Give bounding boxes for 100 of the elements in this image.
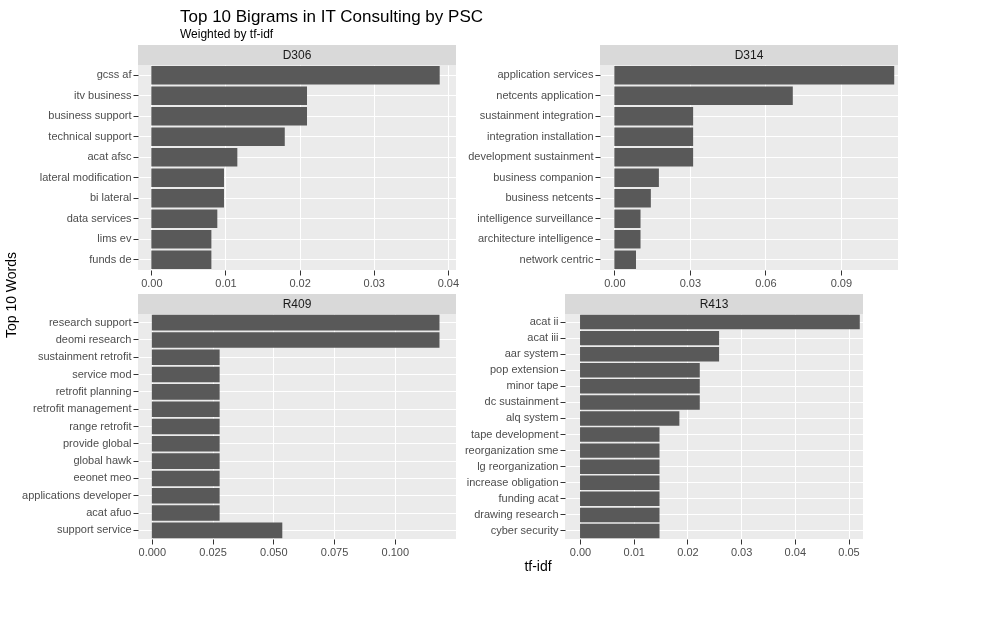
y-tick-label: lims ev xyxy=(97,232,132,245)
y-tick-label: acat iii xyxy=(527,331,559,344)
x-axis-title: tf-idf xyxy=(524,558,552,574)
y-tick-label: retrofit planning xyxy=(55,384,132,397)
y-tick-label: netcents application xyxy=(496,88,594,101)
chart-title: D314 xyxy=(734,48,764,62)
bar xyxy=(614,250,636,269)
y-tick-label: service mod xyxy=(72,367,132,380)
y-tick-label: gcss af xyxy=(96,68,133,81)
y-tick-label: lg reorganization xyxy=(477,459,559,472)
y-tick-label: acat afsc xyxy=(87,150,132,163)
y-tick-label: range retrofit xyxy=(69,419,132,432)
chart-title: R413 xyxy=(699,297,729,311)
bar xyxy=(614,189,651,208)
y-tick-label: tape development xyxy=(471,427,559,440)
y-tick-label: lateral modification xyxy=(39,170,132,183)
x-tick-label: 0.03 xyxy=(730,545,753,558)
bar xyxy=(614,127,694,146)
x-tick-label: 0.100 xyxy=(381,545,410,558)
bar xyxy=(614,168,659,187)
bar xyxy=(580,491,660,507)
y-tick-label: drawing research xyxy=(474,507,559,520)
y-tick-label: network centric xyxy=(519,252,594,265)
y-tick-label: global hawk xyxy=(73,454,132,467)
y-tick-label: business companion xyxy=(493,170,594,183)
x-tick-label: 0.000 xyxy=(138,545,167,558)
bar xyxy=(151,418,220,435)
bar xyxy=(151,470,220,487)
x-tick-label: 0.06 xyxy=(755,276,777,289)
bar xyxy=(614,230,641,249)
bar xyxy=(580,475,660,490)
y-tick-label: applications developer xyxy=(22,488,132,501)
y-tick-label: sustainment integration xyxy=(479,109,594,122)
bar xyxy=(151,189,224,208)
y-tick-label: cyber security xyxy=(490,523,559,536)
x-tick-label: 0.01 xyxy=(215,276,237,289)
x-tick-label: 0.025 xyxy=(199,545,227,558)
y-tick-label: acat ii xyxy=(529,315,559,328)
bar xyxy=(151,107,308,126)
y-tick-label: business netcents xyxy=(505,191,594,204)
bar xyxy=(580,507,660,523)
x-tick-label: 0.050 xyxy=(260,545,288,558)
y-tick-label: funding acat xyxy=(498,491,559,504)
y-tick-label: intelligence surveillance xyxy=(477,211,594,224)
bar xyxy=(614,148,694,167)
y-tick-label: dc sustainment xyxy=(484,395,559,408)
x-tick-label: 0.03 xyxy=(363,276,385,289)
y-tick-label: development sustainment xyxy=(468,150,594,163)
bar xyxy=(580,363,700,378)
y-tick-label: deomi research xyxy=(55,332,132,345)
x-tick-label: 0.02 xyxy=(289,276,311,289)
text: Weighted by tf-idf xyxy=(180,27,274,41)
bar xyxy=(614,107,694,126)
y-tick-label: technical support xyxy=(48,129,132,142)
y-tick-label: architecture intelligence xyxy=(477,232,594,245)
y-tick-label: retrofit management xyxy=(33,402,132,415)
y-tick-label: provide global xyxy=(63,436,132,449)
bar xyxy=(151,148,238,167)
bar xyxy=(580,330,720,346)
y-tick-label: increase obligation xyxy=(466,475,559,488)
x-tick-label: 0.02 xyxy=(677,545,699,558)
y-tick-label: reorganization sme xyxy=(464,443,559,456)
y-tick-label: alq system xyxy=(505,411,559,424)
y-tick-label: business support xyxy=(48,109,132,122)
y-axis-title: Top 10 Words xyxy=(3,251,19,339)
bar xyxy=(151,86,308,105)
x-tick-label: 0.00 xyxy=(141,276,163,289)
bar xyxy=(614,86,793,105)
x-tick-label: 0.03 xyxy=(679,276,702,289)
y-tick-label: aar system xyxy=(504,347,559,360)
x-tick-label: 0.04 xyxy=(437,276,460,289)
y-tick-label: pop extension xyxy=(490,363,559,376)
bar xyxy=(580,523,660,539)
x-tick-label: 0.09 xyxy=(830,276,853,289)
y-tick-label: integration installation xyxy=(487,129,594,142)
x-tick-label: 0.01 xyxy=(623,545,645,558)
x-tick-label: 0.075 xyxy=(320,545,349,558)
y-tick-label: data services xyxy=(66,211,132,224)
x-tick-label: 0.00 xyxy=(569,545,592,558)
bar xyxy=(151,168,224,187)
y-tick-label: support service xyxy=(56,523,132,536)
y-tick-label: sustainment retrofit xyxy=(37,350,132,363)
bar xyxy=(151,366,220,383)
y-tick-label: funds de xyxy=(89,252,132,265)
bar xyxy=(151,250,212,269)
x-tick-label: 0.00 xyxy=(604,276,626,289)
y-tick-label: eeonet meo xyxy=(73,471,132,484)
y-tick-label: application services xyxy=(497,68,594,81)
chart-title: R409 xyxy=(282,297,312,311)
y-tick-label: acat afuo xyxy=(86,506,132,519)
bar xyxy=(151,522,283,539)
y-tick-label: research support xyxy=(48,315,132,328)
y-tick-label: itv business xyxy=(74,88,132,101)
y-tick-label: minor tape xyxy=(506,379,559,392)
chart-title: D306 xyxy=(282,48,312,62)
bar xyxy=(580,346,720,362)
bar xyxy=(151,127,285,146)
x-tick-label: 0.04 xyxy=(784,545,807,558)
bar xyxy=(151,209,218,228)
bar xyxy=(151,230,212,249)
